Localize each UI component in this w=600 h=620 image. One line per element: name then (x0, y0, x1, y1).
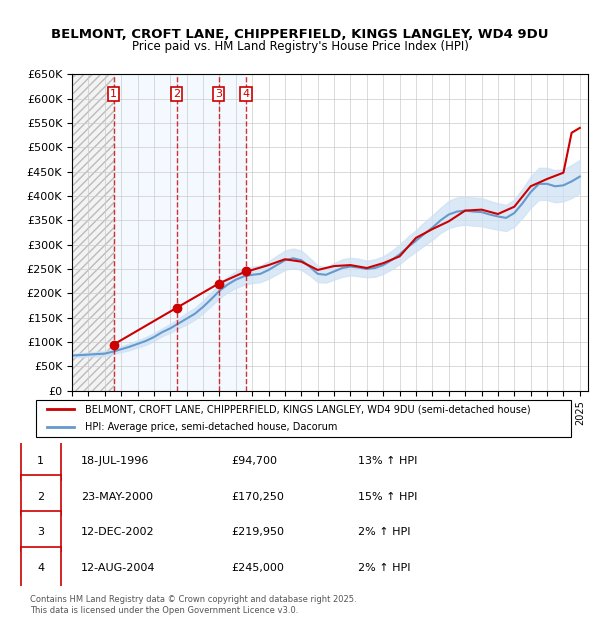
Text: 2% ↑ HPI: 2% ↑ HPI (358, 528, 410, 538)
Text: 4: 4 (37, 563, 44, 573)
Text: 3: 3 (37, 528, 44, 538)
FancyBboxPatch shape (20, 547, 61, 587)
Text: £170,250: £170,250 (231, 492, 284, 502)
Text: £219,950: £219,950 (231, 528, 284, 538)
Bar (176, 74, 218, 391)
Text: 15% ↑ HPI: 15% ↑ HPI (358, 492, 417, 502)
Text: 3: 3 (215, 89, 222, 99)
Text: 2: 2 (37, 492, 44, 502)
FancyBboxPatch shape (20, 476, 61, 515)
FancyBboxPatch shape (35, 401, 571, 437)
Text: £245,000: £245,000 (231, 563, 284, 573)
Text: 13% ↑ HPI: 13% ↑ HPI (358, 456, 417, 466)
Text: Price paid vs. HM Land Registry's House Price Index (HPI): Price paid vs. HM Land Registry's House … (131, 40, 469, 53)
Text: 4: 4 (242, 89, 250, 99)
Text: 1: 1 (110, 89, 117, 99)
Bar (218, 74, 246, 391)
Text: 23-MAY-2000: 23-MAY-2000 (81, 492, 153, 502)
FancyBboxPatch shape (20, 511, 61, 551)
Text: 1: 1 (37, 456, 44, 466)
Text: 2% ↑ HPI: 2% ↑ HPI (358, 563, 410, 573)
Bar (72, 74, 113, 391)
Text: BELMONT, CROFT LANE, CHIPPERFIELD, KINGS LANGLEY, WD4 9DU (semi-detached house): BELMONT, CROFT LANE, CHIPPERFIELD, KINGS… (85, 404, 531, 414)
Text: Contains HM Land Registry data © Crown copyright and database right 2025.
This d: Contains HM Land Registry data © Crown c… (30, 595, 356, 614)
Text: BELMONT, CROFT LANE, CHIPPERFIELD, KINGS LANGLEY, WD4 9DU: BELMONT, CROFT LANE, CHIPPERFIELD, KINGS… (51, 28, 549, 41)
Text: 12-DEC-2002: 12-DEC-2002 (81, 528, 155, 538)
Text: £94,700: £94,700 (231, 456, 277, 466)
Text: HPI: Average price, semi-detached house, Dacorum: HPI: Average price, semi-detached house,… (85, 422, 338, 432)
Text: 2: 2 (173, 89, 180, 99)
Bar (72, 74, 113, 391)
FancyBboxPatch shape (20, 440, 61, 480)
Text: 18-JUL-1996: 18-JUL-1996 (81, 456, 149, 466)
Text: 12-AUG-2004: 12-AUG-2004 (81, 563, 155, 573)
Bar (113, 74, 176, 391)
